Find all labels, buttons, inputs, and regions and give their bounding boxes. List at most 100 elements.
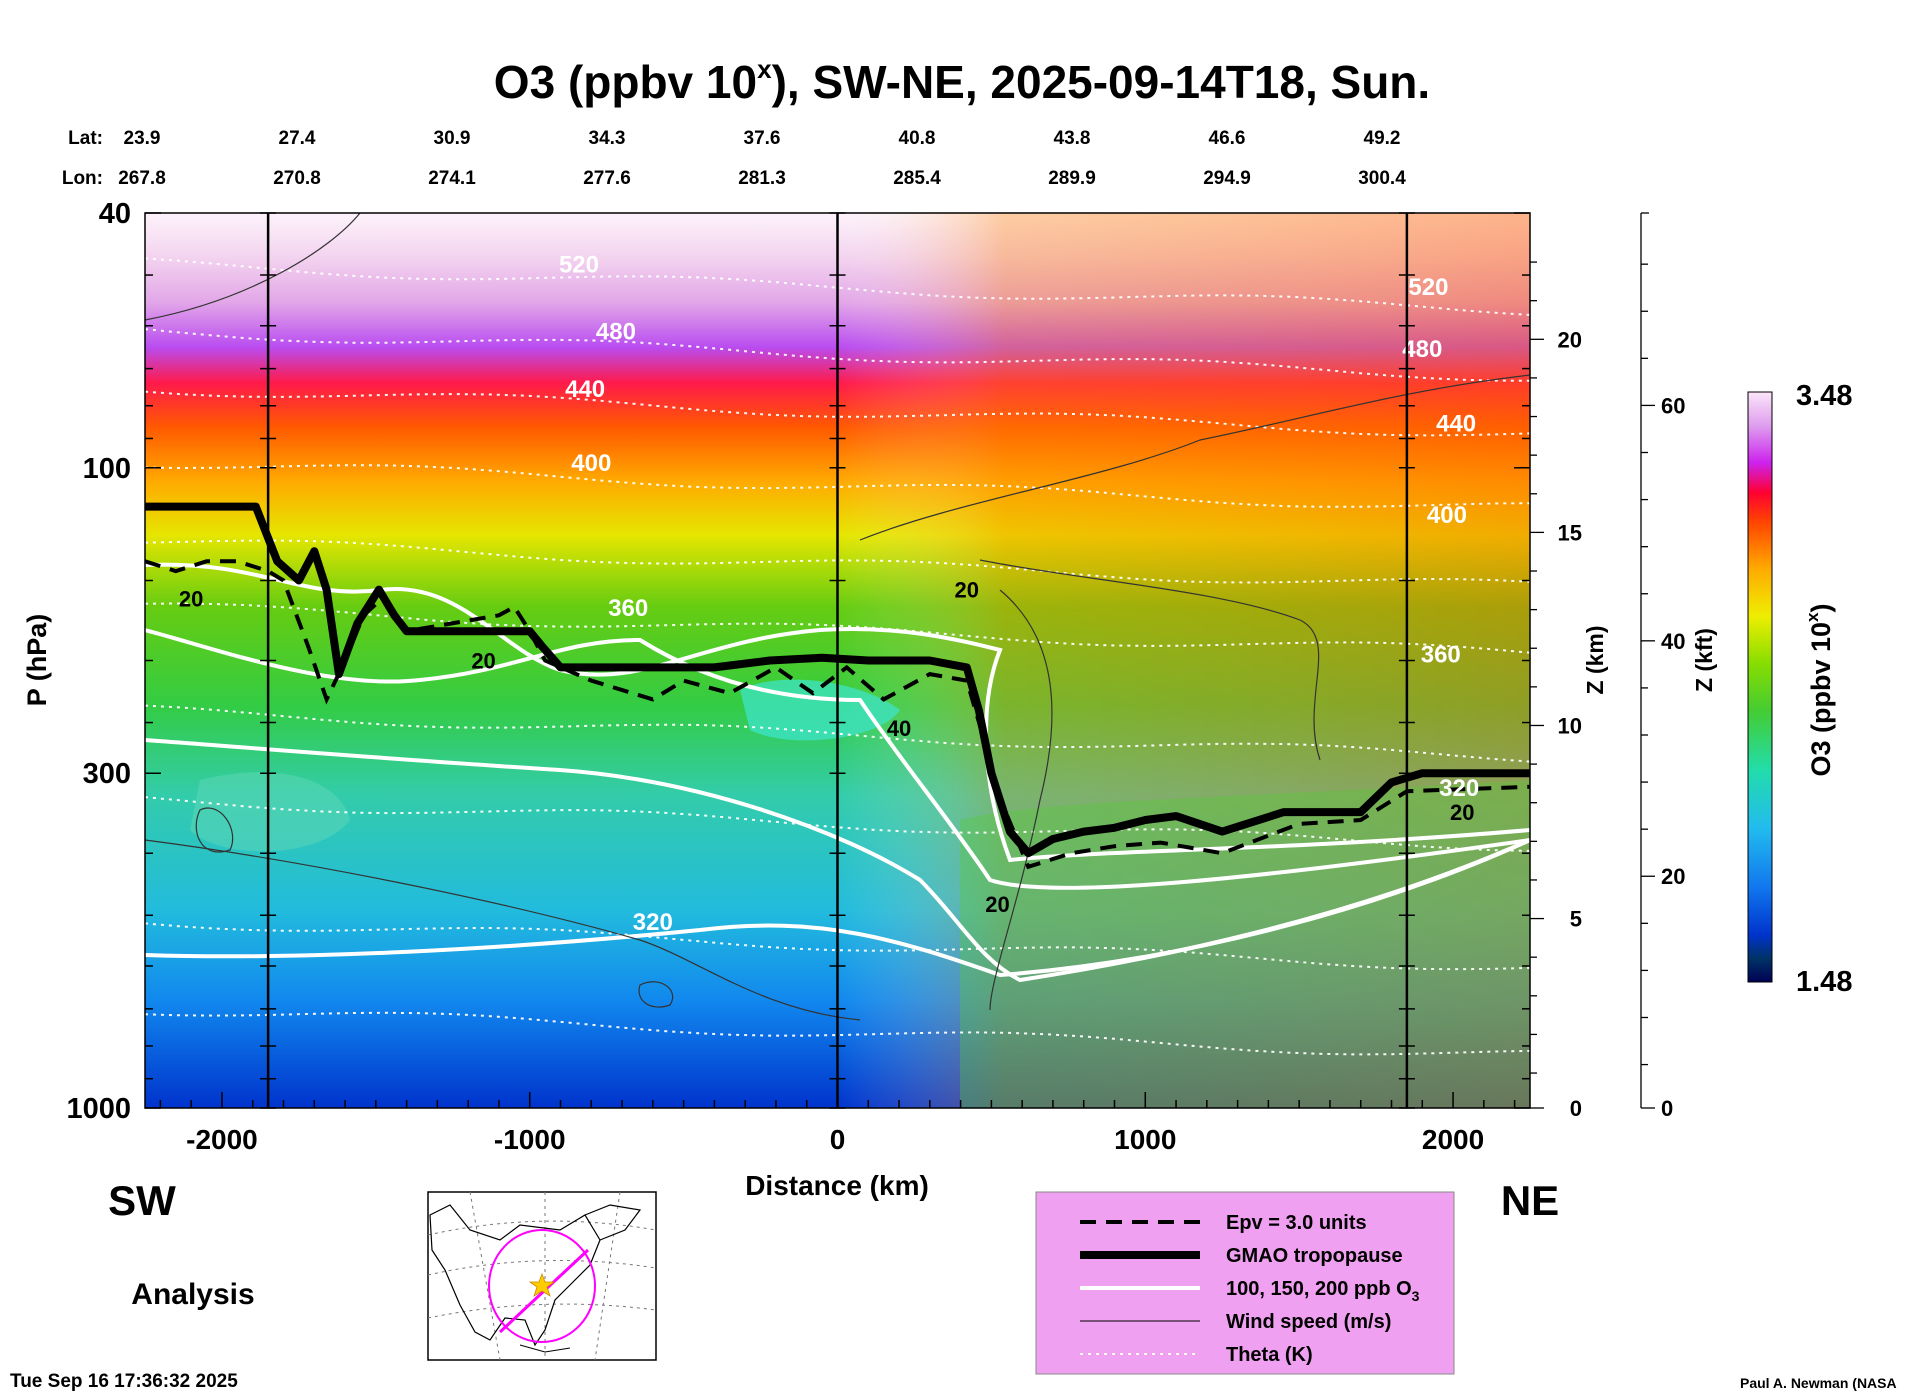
- ne-label: NE: [1501, 1177, 1559, 1224]
- theta-label: 520: [559, 252, 599, 279]
- sw-label: SW: [108, 1177, 176, 1224]
- z-km-tick-label: 0: [1570, 1096, 1582, 1121]
- low-ozone-patch: [190, 772, 350, 852]
- theta-label: 480: [596, 318, 636, 345]
- map-center-star: [528, 1272, 556, 1297]
- lon-label: Lon:: [62, 168, 103, 189]
- timestamp: Tue Sep 16 17:36:32 2025: [10, 1371, 238, 1392]
- tropopause-fold-green: [960, 780, 1530, 1108]
- map-graticule: [427, 1259, 657, 1276]
- gmao-tropopause: [145, 502, 1530, 858]
- y-tick-label: 1000: [66, 1093, 131, 1125]
- latitude-value: 49.2: [1364, 128, 1401, 149]
- legend-label: 100, 150, 200 ppb O3: [1226, 1278, 1420, 1304]
- x-axis-label: Distance (km): [745, 1170, 929, 1201]
- y-axis-label: P (hPa): [22, 614, 52, 707]
- longitude-value: 281.3: [738, 168, 786, 189]
- latitude-value: 37.6: [744, 128, 781, 149]
- theta-label: 480: [1402, 336, 1442, 363]
- theta-label: 400: [571, 450, 611, 477]
- x-tick-label: 1000: [1114, 1124, 1176, 1155]
- latitude-value: 34.3: [589, 128, 626, 149]
- theta-label: 320: [633, 909, 673, 936]
- wind-speed-label: 20: [955, 578, 979, 603]
- section-vertical-lines: [260, 212, 1415, 1109]
- x-tick-label: -2000: [186, 1124, 258, 1155]
- colorbar-max-label: 3.48: [1796, 380, 1852, 412]
- latitude-value: 46.6: [1209, 128, 1246, 149]
- map-graticule: [427, 1220, 657, 1236]
- longitude-value: 289.9: [1048, 168, 1096, 189]
- z-km-axis: 0 5 10 15 20: [1530, 261, 1582, 1121]
- y-tick-label: 40: [99, 198, 131, 230]
- wind-contour: [145, 213, 361, 321]
- wind-speed-label: 20: [985, 892, 1009, 917]
- map-coastline: [519, 1344, 571, 1353]
- y-axis: 40 100 300 1000: [66, 198, 1530, 1125]
- z-kft-tick-label: 20: [1661, 864, 1685, 889]
- colorbar-min-label: 1.48: [1796, 966, 1852, 998]
- latitude-value: 27.4: [279, 128, 316, 149]
- longitude-value: 270.8: [273, 168, 321, 189]
- lat-label: Lat:: [68, 128, 103, 149]
- map-coastline: [429, 1204, 601, 1347]
- latitude-value: 40.8: [899, 128, 936, 149]
- map-coastline: [584, 1204, 642, 1241]
- longitude-value: 294.9: [1203, 168, 1251, 189]
- wind-contour: [859, 374, 1530, 541]
- plot-area: 5204804404003603205204804404003603202020…: [144, 212, 1531, 1109]
- z-kft-tick-label: 40: [1661, 629, 1685, 654]
- x-tick-label: 2000: [1422, 1124, 1484, 1155]
- latitude-value: 43.8: [1054, 128, 1091, 149]
- longitude-value: 285.4: [893, 168, 941, 189]
- wind-speed-label: 20: [1450, 800, 1474, 825]
- theta-label: 400: [1427, 502, 1467, 529]
- map-range-circle: [488, 1229, 596, 1343]
- wind-speed-contours: [145, 213, 1530, 1021]
- wind-contour: [989, 589, 1053, 1011]
- z-kft-axis: 0 20 40 60: [1640, 212, 1685, 1121]
- colorbar: 3.48 1.48 O3 (ppbv 10x): [1747, 380, 1852, 998]
- z-km-tick-label: 10: [1558, 713, 1582, 738]
- locator-map: [427, 1191, 657, 1361]
- legend-label: Theta (K): [1226, 1344, 1313, 1366]
- x-axis: -2000 -1000 0 1000 2000: [159, 1092, 1516, 1155]
- contour-labels: 5204804404003603205204804404003603202020…: [179, 252, 1479, 936]
- map-graticule: [594, 1191, 621, 1361]
- epv-contour: [145, 559, 1530, 870]
- credit: Paul A. Newman (NASA: [1740, 1375, 1897, 1391]
- wind-speed-label: 20: [179, 586, 203, 611]
- legend-label: GMAO tropopause: [1226, 1245, 1403, 1267]
- wind-speed-label: 40: [887, 716, 911, 741]
- wind-contour: [195, 807, 234, 853]
- lat-lon-readouts: 23.9 267.8 27.4 270.8 30.9 274.1 34.3 277.6 37.6…: [118, 128, 1406, 189]
- theta-label: 440: [1436, 411, 1476, 438]
- theta-label: 320: [1439, 775, 1479, 802]
- z-kft-axis-label: Z (kft): [1691, 628, 1717, 692]
- legend-label: Wind speed (m/s): [1226, 1311, 1391, 1333]
- latitude-value: 30.9: [434, 128, 471, 149]
- y-tick-label: 300: [83, 758, 131, 790]
- z-kft-tick-label: 60: [1661, 393, 1685, 418]
- wind-contour: [145, 839, 861, 1021]
- z-km-tick-label: 20: [1558, 327, 1582, 352]
- latitude-value: 23.9: [124, 128, 161, 149]
- wind-contour: [638, 981, 674, 1008]
- z-km-tick-label: 5: [1570, 907, 1582, 932]
- legend-box: [1035, 1191, 1455, 1375]
- theta-label: 440: [565, 376, 605, 403]
- y-tick-label: 100: [83, 453, 131, 485]
- z-km-tick-label: 15: [1558, 520, 1582, 545]
- theta-label: 520: [1408, 274, 1448, 301]
- longitude-value: 277.6: [583, 168, 631, 189]
- wind-speed-label: 20: [471, 649, 495, 674]
- x-tick-label: 0: [830, 1124, 846, 1155]
- ozone-contour-100-lower: [145, 838, 1530, 978]
- theta-label: 360: [1421, 641, 1461, 668]
- chart-title: O3 (ppbv 10x), SW-NE, 2025-09-14T18, Sun…: [494, 54, 1430, 108]
- longitude-value: 267.8: [118, 168, 166, 189]
- colorbar-axis-label: O3 (ppbv 10x): [1803, 603, 1836, 776]
- colorbar-ramp: [1747, 391, 1773, 983]
- x-tick-label: -1000: [494, 1124, 566, 1155]
